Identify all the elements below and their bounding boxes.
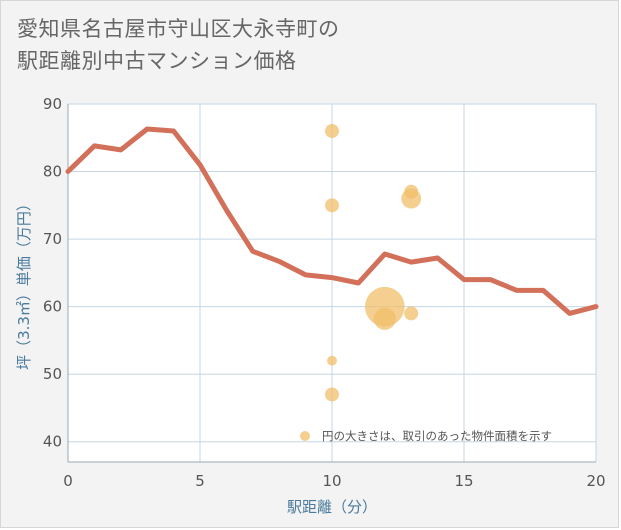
chart-title-line-1: 愛知県名古屋市守山区大永寺町の	[17, 17, 340, 41]
x-tick-label: 15	[454, 472, 473, 490]
x-axis-label: 駅距離（分）	[287, 498, 377, 516]
y-tick-label: 70	[43, 230, 62, 248]
y-tick-label: 50	[43, 365, 62, 383]
bubble-point	[325, 198, 339, 213]
chart-title-line-2: 駅距離別中古マンション価格	[17, 49, 297, 73]
price-line	[65, 126, 599, 316]
y-tick-label: 80	[43, 163, 62, 181]
y-axis-label: 坪（3.3㎡）単価（万円）	[15, 196, 33, 370]
bubble-point	[373, 307, 396, 330]
y-tick-label: 60	[43, 298, 62, 316]
bubble-point	[404, 306, 419, 321]
bubble-point	[401, 188, 422, 209]
x-tick-label: 5	[195, 472, 205, 490]
x-tick-label: 10	[322, 472, 341, 490]
legend-note: 円の大きさは、取引のあった物件面積を示す	[322, 429, 552, 443]
bubble-point	[325, 387, 339, 402]
chart-title: 愛知県名古屋市守山区大永寺町の 駅距離別中古マンション価格	[17, 13, 597, 77]
x-tick-label: 20	[586, 472, 605, 490]
legend-marker	[300, 431, 310, 441]
bubble-point	[325, 124, 339, 139]
y-tick-label: 40	[43, 433, 62, 451]
bubble-point	[327, 355, 337, 366]
x-tick-label: 0	[63, 472, 73, 490]
y-tick-label: 90	[43, 95, 62, 113]
